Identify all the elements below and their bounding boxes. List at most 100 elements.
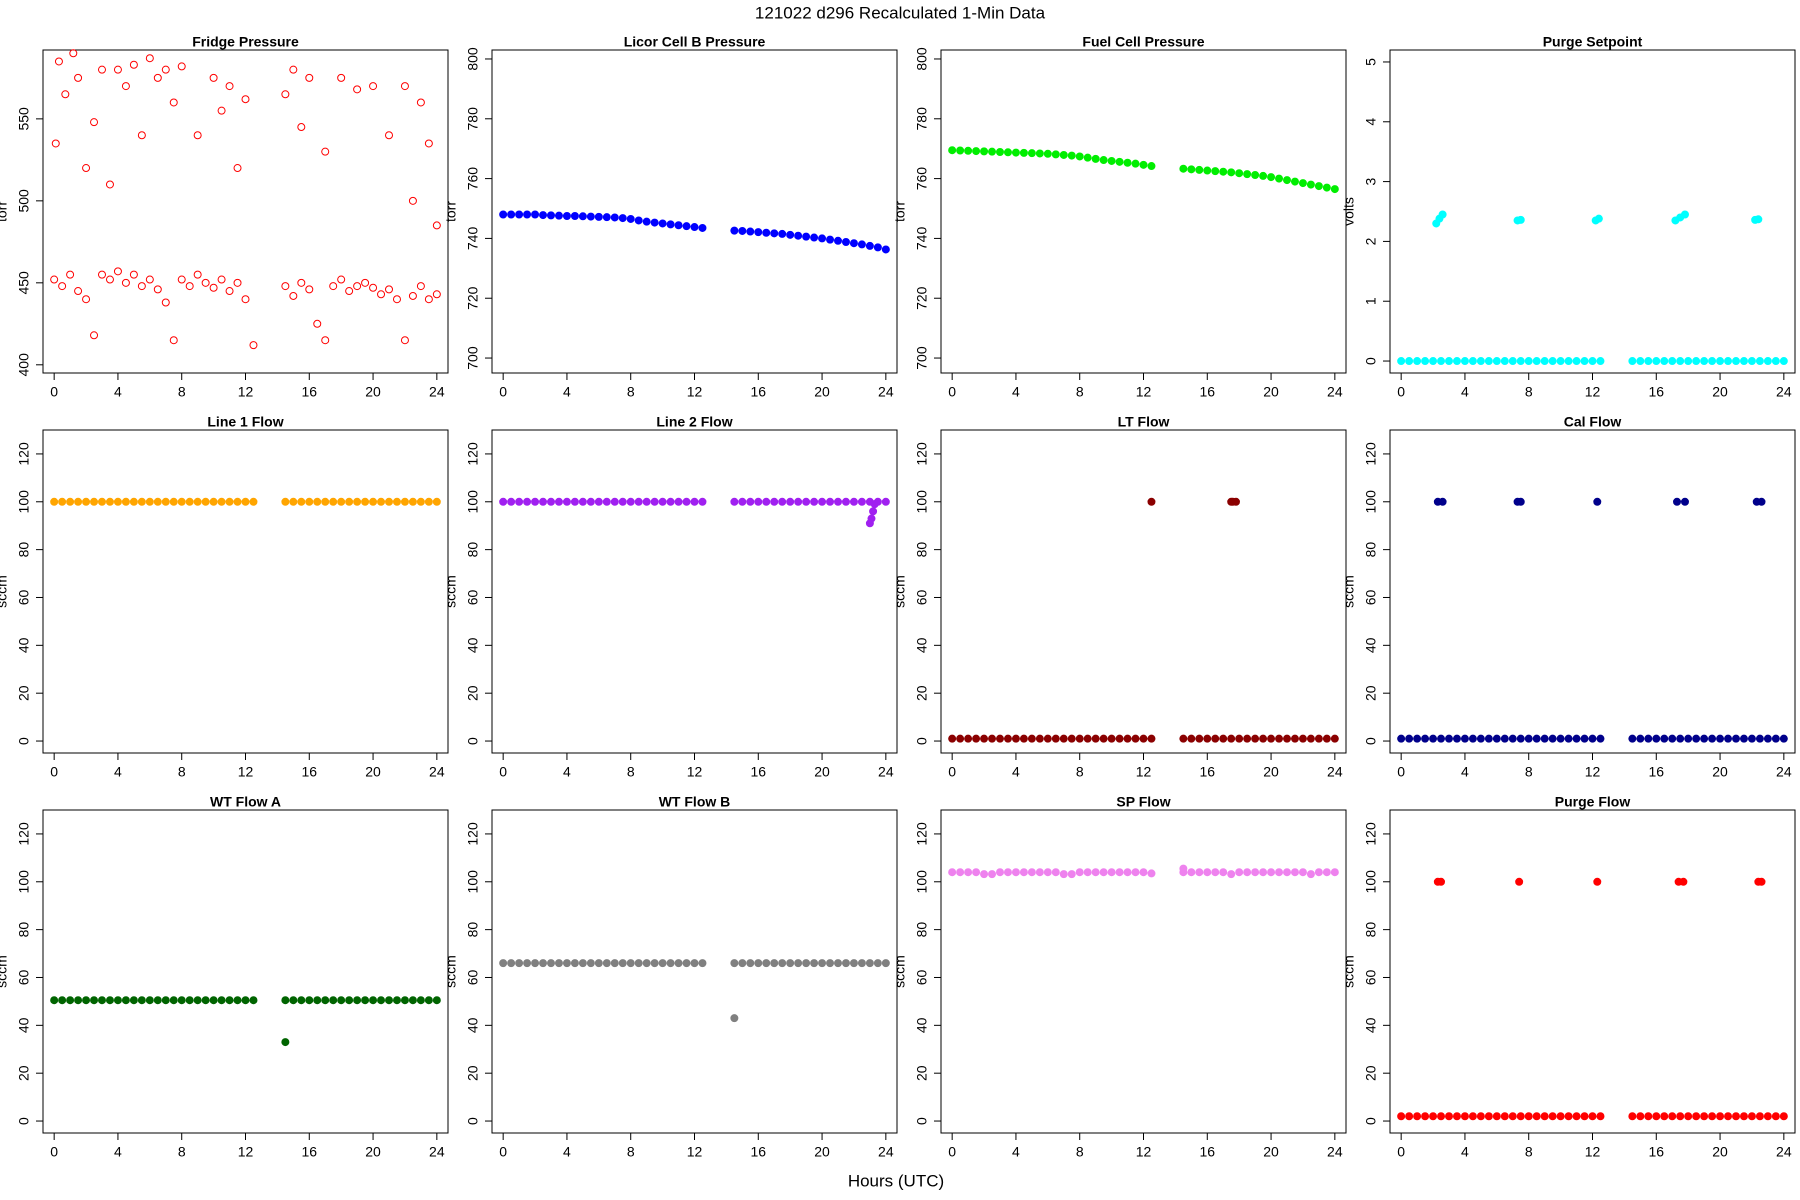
- data-point: [50, 275, 59, 284]
- data-point: [161, 65, 170, 74]
- plot-frame: [491, 809, 898, 1134]
- plot-frame: [42, 429, 449, 754]
- data-point: [1298, 734, 1307, 743]
- data-point: [1131, 159, 1140, 168]
- data-point: [217, 996, 226, 1005]
- data-point: [361, 278, 370, 287]
- data-point: [432, 996, 441, 1005]
- data-point: [416, 497, 425, 506]
- data-point: [321, 147, 330, 156]
- data-point: [281, 282, 290, 291]
- data-point: [82, 497, 91, 506]
- x-tick-label: 0: [1397, 764, 1405, 780]
- y-tick-label: 40: [465, 637, 481, 653]
- data-point: [1444, 1112, 1453, 1121]
- data-point: [137, 996, 146, 1005]
- data-point: [980, 734, 989, 743]
- data-point: [1059, 734, 1068, 743]
- data-point: [1437, 357, 1446, 366]
- data-point: [1314, 182, 1323, 191]
- data-point: [1397, 734, 1406, 743]
- data-point: [1708, 734, 1717, 743]
- data-point: [1437, 734, 1446, 743]
- data-point: [1275, 734, 1284, 743]
- x-tick-label: 12: [687, 764, 703, 780]
- data-point: [1460, 1112, 1469, 1121]
- y-tick-label: 100: [465, 490, 481, 514]
- x-tick-label: 12: [1585, 384, 1601, 400]
- data-point: [129, 996, 138, 1005]
- data-point: [201, 996, 210, 1005]
- x-tick-label: 12: [1136, 384, 1152, 400]
- data-point: [1306, 734, 1315, 743]
- data-point: [1628, 1112, 1637, 1121]
- y-tick-label: 40: [914, 637, 930, 653]
- data-point: [1227, 870, 1236, 879]
- data-point: [241, 295, 250, 304]
- x-tick-label: 24: [1776, 764, 1792, 780]
- data-point: [515, 959, 524, 968]
- data-point: [1429, 734, 1438, 743]
- data-point: [217, 106, 226, 115]
- data-point: [610, 959, 619, 968]
- data-point: [1147, 869, 1156, 878]
- data-point: [1580, 734, 1589, 743]
- data-point: [329, 282, 338, 291]
- data-point: [1476, 734, 1485, 743]
- data-point: [185, 996, 194, 1005]
- data-point: [849, 959, 858, 968]
- y-tick-label: 80: [16, 922, 32, 938]
- data-point: [562, 211, 571, 220]
- data-point: [1267, 734, 1276, 743]
- data-point: [321, 497, 330, 506]
- x-tick-label: 16: [750, 1144, 766, 1160]
- y-axis-label: sccm: [892, 955, 908, 988]
- data-point: [225, 996, 234, 1005]
- y-tick-label: 80: [914, 542, 930, 558]
- data-point: [313, 996, 322, 1005]
- data-point: [145, 497, 154, 506]
- data-point: [554, 497, 563, 506]
- data-point: [730, 226, 739, 235]
- x-tick-label: 20: [1263, 384, 1279, 400]
- data-point: [329, 996, 338, 1005]
- data-point: [1684, 734, 1693, 743]
- x-tick-label: 24: [1776, 1144, 1792, 1160]
- data-point: [770, 497, 779, 506]
- x-tick-label: 16: [1648, 1144, 1664, 1160]
- data-point: [1516, 734, 1525, 743]
- x-axis-label: Hours (UTC): [848, 1171, 944, 1190]
- data-point: [1107, 868, 1116, 877]
- page-title: 121022 d296 Recalculated 1-Min Data: [755, 3, 1046, 22]
- plot-frame: [940, 429, 1347, 754]
- data-point: [50, 497, 59, 506]
- y-tick-label: 100: [16, 870, 32, 894]
- data-point: [1747, 1112, 1756, 1121]
- x-tick-label: 24: [878, 384, 894, 400]
- x-tick-label: 24: [429, 384, 445, 400]
- x-tick-label: 16: [1199, 384, 1215, 400]
- data-point: [1195, 868, 1204, 877]
- data-point: [1652, 1112, 1661, 1121]
- data-point: [1147, 162, 1156, 171]
- y-tick-label: 800: [914, 47, 930, 71]
- data-point: [408, 996, 417, 1005]
- y-tick-label: 700: [914, 346, 930, 370]
- data-point: [1421, 1112, 1430, 1121]
- y-tick-label: 0: [914, 737, 930, 745]
- data-point: [1219, 734, 1228, 743]
- data-point: [865, 241, 874, 250]
- panel-title: Line 1 Flow: [207, 414, 283, 430]
- data-point: [881, 497, 890, 506]
- data-point: [392, 497, 401, 506]
- data-point: [1413, 357, 1422, 366]
- y-axis-label: sccm: [443, 955, 459, 988]
- data-point: [121, 82, 130, 91]
- y-tick-label: 740: [465, 227, 481, 251]
- data-point: [105, 497, 114, 506]
- panel-title: WT Flow A: [210, 794, 281, 810]
- data-point: [1075, 734, 1084, 743]
- data-point: [209, 497, 218, 506]
- y-tick-label: 60: [914, 969, 930, 985]
